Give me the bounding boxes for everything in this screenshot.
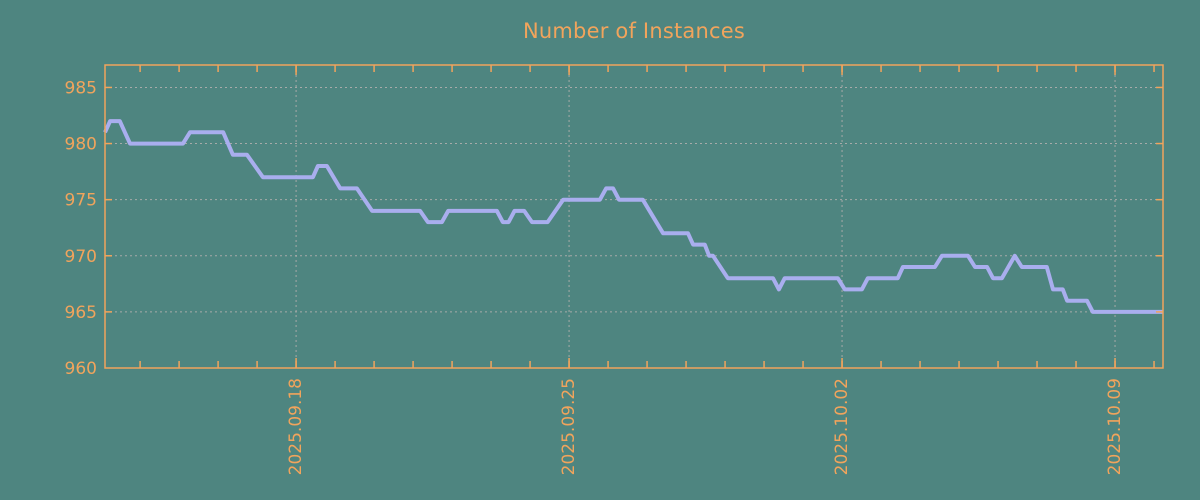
tick-marks (105, 65, 1163, 368)
axis-labels: 960 965 970 975 980 985 2025.09.18 2025.09.25 20… (65, 78, 1125, 475)
series-line-instances (103, 119, 1163, 314)
x-tick-label: 2025.09.18 (286, 378, 306, 475)
gridlines (105, 65, 1163, 368)
x-tick-label: 2025.09.25 (559, 378, 579, 475)
y-tick-label: 975 (65, 191, 97, 211)
chart-title: Number of Instances (522, 19, 745, 43)
axes-border (104, 64, 1164, 369)
x-tick-label: 2025.10.02 (832, 378, 852, 475)
y-tick-label: 970 (65, 247, 97, 267)
data-series (103, 119, 1163, 314)
plot-border (104, 64, 1164, 369)
y-tick-label: 980 (65, 135, 97, 155)
x-tick-label: 2025.10.09 (1105, 378, 1125, 475)
y-tick-label: 960 (65, 359, 97, 379)
y-tick-label: 965 (65, 303, 97, 323)
y-tick-label: 985 (65, 78, 97, 98)
